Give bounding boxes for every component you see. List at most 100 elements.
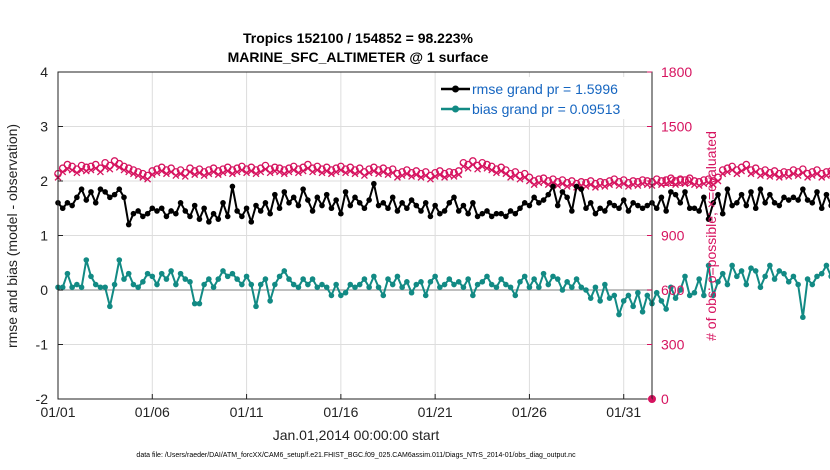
evaluated-marker xyxy=(789,170,797,178)
evaluated-marker xyxy=(813,170,821,178)
bias-point xyxy=(404,279,410,285)
evaluated-marker xyxy=(228,170,236,178)
bias-point xyxy=(375,284,382,291)
evaluated-marker xyxy=(606,181,614,189)
rmse-point xyxy=(206,219,212,225)
rmse-point xyxy=(281,189,288,195)
bias-point xyxy=(682,273,688,280)
rmse-point xyxy=(569,208,575,214)
evaluated-marker xyxy=(309,168,317,176)
evaluated-marker xyxy=(92,164,100,172)
rmse-point xyxy=(408,197,415,203)
rmse-point xyxy=(385,205,391,212)
evaluated-marker xyxy=(455,171,463,179)
evaluated-marker xyxy=(191,171,199,179)
bias-point xyxy=(724,281,731,288)
rmse-point xyxy=(682,189,688,195)
rmse-point xyxy=(371,180,377,187)
bias-point xyxy=(677,287,684,293)
bias-point xyxy=(531,276,537,282)
rmse-point xyxy=(771,200,778,206)
bias-point xyxy=(611,292,618,299)
rmse-point xyxy=(635,202,641,209)
bias-point xyxy=(606,295,613,301)
rmse-point xyxy=(305,197,311,203)
evaluated-marker xyxy=(525,177,533,185)
rmse-point xyxy=(333,197,339,203)
rmse-point xyxy=(116,186,123,192)
bias-point xyxy=(135,284,141,291)
bias-point xyxy=(248,281,255,288)
rmse-point xyxy=(729,202,735,209)
rmse-point xyxy=(92,200,99,206)
evaluated-marker xyxy=(752,168,760,176)
rmse-point xyxy=(800,186,806,192)
y-tick-label: -1 xyxy=(36,337,49,353)
evaluated-marker xyxy=(408,172,416,180)
bias-point xyxy=(752,268,759,274)
evaluated-marker xyxy=(266,169,274,177)
x-tick-label: 01/31 xyxy=(606,404,641,420)
evaluated-marker xyxy=(233,168,241,176)
rmse-point xyxy=(531,194,537,201)
bias-point xyxy=(418,279,424,285)
bias-point xyxy=(729,262,735,269)
bias-point xyxy=(734,273,740,280)
evaluated-marker xyxy=(370,167,378,175)
rmse-point xyxy=(818,205,825,212)
evaluated-marker xyxy=(304,164,312,172)
rmse-point xyxy=(597,205,603,212)
rmse-point xyxy=(319,202,325,209)
rmse-point xyxy=(460,202,467,209)
bias-point xyxy=(257,281,264,288)
evaluated-marker xyxy=(294,169,302,177)
bias-point xyxy=(215,276,222,282)
evaluated-marker xyxy=(530,181,538,189)
evaluated-marker xyxy=(785,172,793,180)
chart-subtitle: MARINE_SFC_ALTIMETER @ 1 surface xyxy=(228,49,489,65)
bias-point xyxy=(196,300,203,307)
evaluated-marker xyxy=(672,181,680,189)
bias-point xyxy=(385,276,391,282)
rmse-point xyxy=(545,191,552,198)
bias-point xyxy=(371,273,377,280)
bias-point xyxy=(267,298,273,304)
evaluated-marker xyxy=(804,173,812,181)
evaluated-marker xyxy=(313,166,321,174)
evaluated-marker xyxy=(464,164,472,172)
rmse-point xyxy=(479,210,486,217)
evaluated-marker xyxy=(148,171,156,179)
bias-point xyxy=(319,281,325,288)
evaluated-marker xyxy=(276,168,284,176)
bias-point xyxy=(616,311,622,318)
rmse-point xyxy=(427,213,434,220)
bias-point xyxy=(710,292,717,299)
rmse-point xyxy=(97,186,104,192)
rmse-point xyxy=(323,191,330,198)
rmse-point xyxy=(686,205,693,212)
bias-point xyxy=(503,281,509,288)
bias-point xyxy=(625,292,632,299)
evaluated-marker xyxy=(327,170,335,178)
rmse-point xyxy=(804,197,811,203)
rmse-point xyxy=(191,202,198,209)
rmse-point xyxy=(130,210,137,217)
rmse-point xyxy=(215,216,222,222)
bias-point xyxy=(696,276,702,282)
bias-point xyxy=(130,281,137,288)
y-tick-label: 4 xyxy=(40,64,48,80)
rmse-point xyxy=(347,202,354,209)
bias-point xyxy=(286,276,292,282)
bias-point xyxy=(526,284,533,291)
rmse-point xyxy=(554,202,561,209)
bias-point xyxy=(517,279,523,285)
evaluated-marker xyxy=(507,173,515,181)
evaluated-marker xyxy=(681,180,689,188)
rmse-point xyxy=(663,208,669,214)
bias-point xyxy=(83,257,90,263)
evaluated-marker xyxy=(459,163,467,170)
bias-point xyxy=(644,292,651,299)
evaluated-marker xyxy=(412,171,420,179)
y2-axis-ticks: 0 300 600 900 1200 1500 1800 xyxy=(647,64,692,407)
bias-point xyxy=(658,298,665,304)
